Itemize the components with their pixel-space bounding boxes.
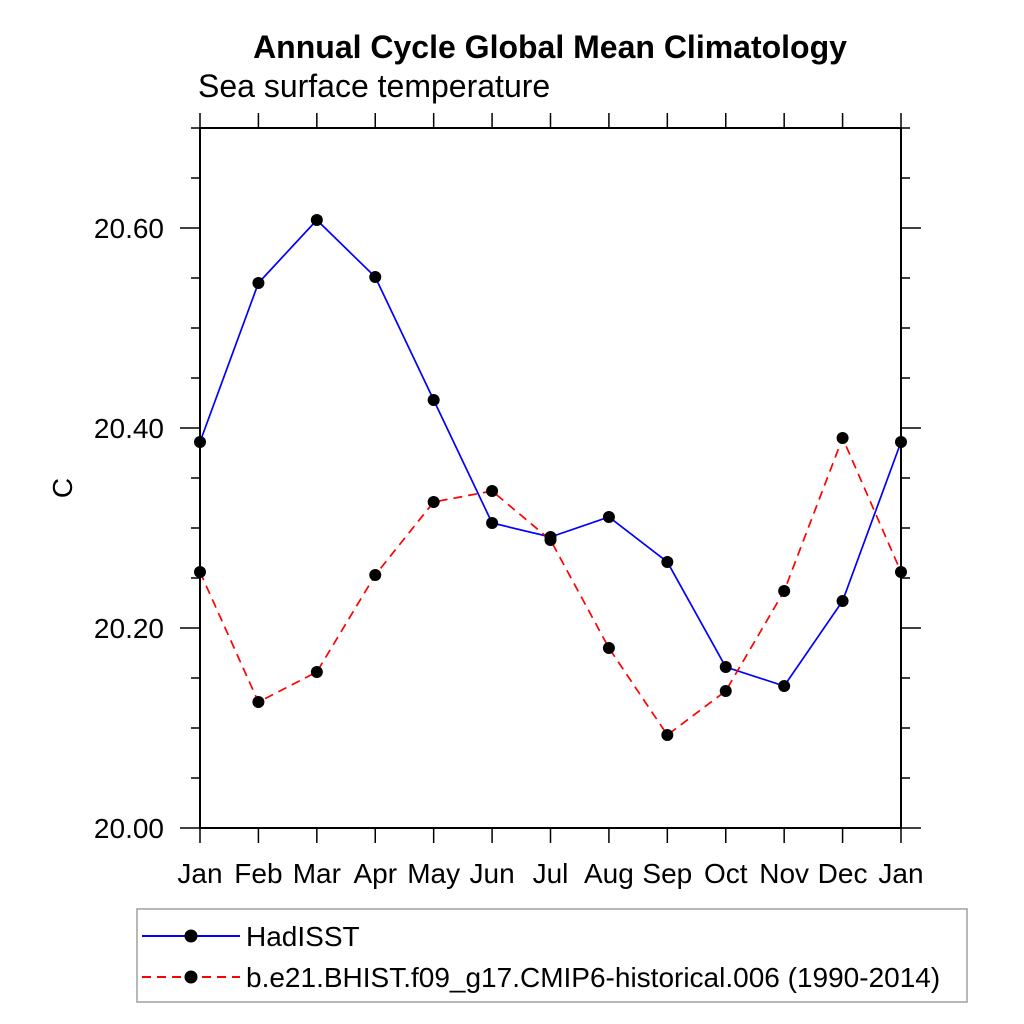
x-tick-label: Aug: [584, 858, 634, 889]
y-axis-label: C: [47, 478, 78, 498]
data-point-marker: [252, 277, 265, 289]
y-tick-label: 20.00: [94, 813, 164, 844]
data-point-marker: [895, 566, 907, 578]
legend-label: b.e21.BHIST.f09_g17.CMIP6-historical.006…: [246, 962, 940, 993]
x-tick-label: Jan: [177, 858, 222, 889]
legend: HadISST b.e21.BHIST.f09_g17.CMIP6-histori…: [136, 908, 968, 1003]
legend-marker: [184, 929, 198, 943]
legend-marker: [184, 970, 198, 984]
y-tick-label: 20.60: [94, 213, 164, 244]
data-point-marker: [778, 585, 791, 597]
data-point-marker: [427, 394, 440, 406]
data-point-marker: [719, 661, 732, 673]
x-tick-label: Apr: [353, 858, 397, 889]
series-line-1: [199, 435, 902, 737]
legend-box: [136, 908, 968, 1003]
data-point-marker: [369, 271, 382, 283]
data-point-marker: [895, 436, 907, 448]
data-point-marker: [661, 556, 674, 568]
plot-area: Jan Feb Mar Apr May Jun Jul Aug Sep Oct Nov Dec Jan 2…: [94, 113, 924, 889]
data-point-marker: [778, 680, 791, 692]
x-tick-label: May: [407, 858, 460, 889]
chart-title: Annual Cycle Global Mean Climatology: [253, 29, 847, 65]
x-tick-label: Sep: [642, 858, 692, 889]
series-line-0: [199, 218, 902, 688]
x-tick-label: Mar: [293, 858, 341, 889]
data-point-marker: [836, 432, 849, 444]
data-point-marker: [310, 666, 323, 678]
data-point-marker: [486, 485, 499, 497]
data-point-marker: [310, 214, 323, 226]
legend-label: HadISST: [246, 921, 360, 952]
data-point-marker: [427, 496, 440, 508]
data-point-marker: [544, 534, 557, 546]
data-point-marker: [602, 642, 615, 654]
data-point-marker: [194, 436, 206, 448]
x-tick-label: Dec: [818, 858, 868, 889]
x-tick-label: Jul: [533, 858, 569, 889]
data-point-marker: [719, 685, 732, 697]
data-point-marker: [194, 566, 206, 578]
y-tick-label: 20.20: [94, 613, 164, 644]
chart-subtitle: Sea surface temperature: [198, 68, 550, 104]
data-point-marker: [486, 517, 499, 529]
data-point-marker: [661, 729, 674, 741]
data-point-marker: [602, 511, 615, 523]
data-point-marker: [836, 595, 849, 607]
data-point-marker: [369, 569, 382, 581]
x-tick-label: Nov: [759, 858, 809, 889]
x-tick-label: Feb: [234, 858, 282, 889]
data-point-marker: [252, 696, 265, 708]
x-tick-label: Jan: [878, 858, 923, 889]
y-tick-label: 20.40: [94, 413, 164, 444]
x-tick-label: Jun: [470, 858, 515, 889]
x-tick-label: Oct: [704, 858, 748, 889]
